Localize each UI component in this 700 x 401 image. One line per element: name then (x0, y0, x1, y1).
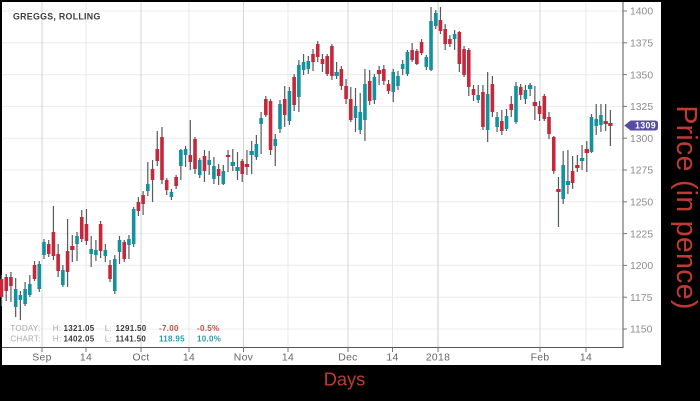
svg-text:14: 14 (80, 353, 92, 364)
svg-text:1200: 1200 (630, 261, 653, 272)
svg-text:1325: 1325 (630, 102, 653, 113)
svg-text:1375: 1375 (630, 39, 653, 50)
svg-text:L:: L: (105, 324, 112, 333)
svg-text:1175: 1175 (630, 293, 653, 304)
svg-text:H:: H: (53, 335, 62, 344)
svg-text:1402.05: 1402.05 (64, 335, 95, 344)
svg-text:1400: 1400 (630, 7, 653, 18)
svg-text:10.0%: 10.0% (197, 335, 221, 344)
svg-text:14: 14 (580, 353, 592, 364)
svg-text:H:: H: (53, 324, 62, 333)
svg-text:14: 14 (183, 353, 195, 364)
svg-text:1250: 1250 (630, 198, 653, 209)
svg-text:GREGGS, ROLLING: GREGGS, ROLLING (13, 12, 101, 22)
svg-text:-0.5%: -0.5% (197, 324, 219, 333)
svg-text:1291.50: 1291.50 (116, 324, 147, 333)
svg-text:Dec: Dec (338, 353, 357, 364)
svg-text:2018: 2018 (426, 353, 450, 364)
svg-text:1150: 1150 (630, 325, 653, 336)
svg-text:-7.00: -7.00 (159, 324, 179, 333)
svg-text:1300: 1300 (630, 134, 653, 145)
svg-text:Days: Days (324, 370, 365, 390)
svg-text:1141.50: 1141.50 (116, 335, 147, 344)
svg-text:L:: L: (105, 335, 112, 344)
svg-text:1350: 1350 (630, 70, 653, 81)
svg-text:CHART:: CHART: (10, 335, 40, 344)
svg-text:14: 14 (282, 353, 294, 364)
svg-text:Sep: Sep (32, 353, 51, 364)
svg-text:TODAY:: TODAY: (10, 324, 40, 333)
svg-text:Price (in pence): Price (in pence) (670, 105, 700, 309)
svg-text:1321.05: 1321.05 (64, 324, 95, 333)
svg-text:1275: 1275 (630, 166, 653, 177)
svg-text:118.95: 118.95 (159, 335, 185, 344)
svg-text:Oct: Oct (132, 353, 149, 364)
svg-text:Nov: Nov (234, 353, 254, 364)
svg-text:Feb: Feb (531, 353, 550, 364)
svg-text:14: 14 (386, 353, 398, 364)
svg-text:1309: 1309 (635, 121, 656, 131)
svg-text:1225: 1225 (630, 229, 653, 240)
